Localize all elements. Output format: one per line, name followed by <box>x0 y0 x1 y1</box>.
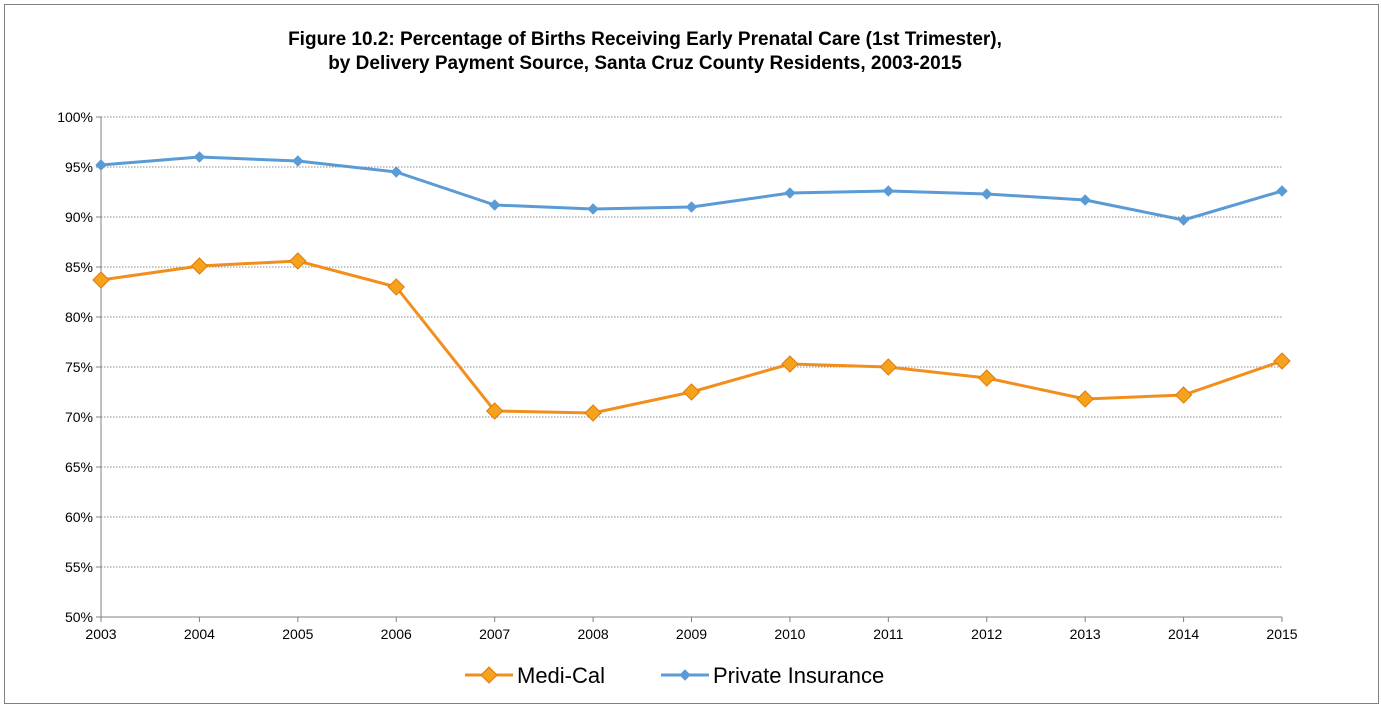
series-lines <box>92 151 1291 422</box>
axes: 50% 55% 60% 65% 70% 75% 80% 85% 90% 95% 100% 2003 20… <box>57 109 1298 642</box>
data-point-medi-cal <box>387 278 405 296</box>
data-point-medi-cal <box>92 271 110 289</box>
x-tick-label: 2004 <box>184 626 215 642</box>
data-point-private-insurance <box>882 185 895 197</box>
y-tick-label: 95% <box>65 159 93 175</box>
y-tick-label: 90% <box>65 209 93 225</box>
data-point-private-insurance <box>1079 194 1091 206</box>
y-tick-label: 60% <box>65 509 93 525</box>
x-tick-label: 2013 <box>1070 626 1101 642</box>
y-tick-label: 55% <box>65 559 93 575</box>
data-point-medi-cal <box>781 355 799 373</box>
legend-label-private-insurance: Private Insurance <box>713 663 884 688</box>
y-tick-label: 80% <box>65 309 93 325</box>
y-tick-label: 50% <box>65 609 93 625</box>
data-point-private-insurance <box>292 155 304 167</box>
x-tick-label: 2015 <box>1266 626 1297 642</box>
x-tick-label: 2010 <box>774 626 805 642</box>
x-tick-label: 2012 <box>971 626 1002 642</box>
x-tick-label: 2003 <box>85 626 116 642</box>
data-point-private-insurance <box>587 203 599 215</box>
data-point-medi-cal <box>584 404 602 422</box>
legend-marker-private-insurance <box>679 669 691 681</box>
data-point-medi-cal <box>485 402 504 420</box>
y-tick-label: 85% <box>65 259 93 275</box>
gridlines <box>101 116 1282 568</box>
data-point-medi-cal <box>289 252 307 270</box>
chart-frame: Figure 10.2: Percentage of Births Receiv… <box>4 4 1379 704</box>
data-point-medi-cal <box>1273 352 1291 370</box>
x-tick-label: 2006 <box>381 626 412 642</box>
x-tick-label: 2007 <box>479 626 510 642</box>
y-tick-label: 75% <box>65 359 93 375</box>
legend-marker-medi-cal <box>480 666 498 684</box>
x-tick-label: 2005 <box>282 626 313 642</box>
data-point-medi-cal <box>682 383 701 401</box>
data-point-private-insurance <box>390 166 402 178</box>
data-point-medi-cal <box>1076 390 1094 408</box>
data-point-private-insurance <box>981 188 993 200</box>
y-tick-label: 70% <box>65 409 93 425</box>
legend: Medi-Cal Private Insurance <box>465 663 884 688</box>
data-point-private-insurance <box>193 151 206 163</box>
data-point-private-insurance <box>685 201 698 213</box>
x-tick-label: 2014 <box>1168 626 1199 642</box>
data-point-private-insurance <box>1177 214 1190 226</box>
x-tick-label: 2011 <box>873 626 903 642</box>
data-point-private-insurance <box>1276 185 1288 197</box>
y-tick-label: 65% <box>65 459 93 475</box>
data-point-private-insurance <box>488 199 501 211</box>
data-point-private-insurance <box>784 187 796 199</box>
line-chart: Figure 10.2: Percentage of Births Receiv… <box>57 29 1298 688</box>
y-tick-label: 100% <box>57 109 93 125</box>
chart-subtitle: by Delivery Payment Source, Santa Cruz C… <box>328 53 962 74</box>
x-tick-label: 2009 <box>676 626 707 642</box>
chart-title: Figure 10.2: Percentage of Births Receiv… <box>288 29 1002 50</box>
legend-label-medi-cal: Medi-Cal <box>517 663 605 688</box>
data-point-medi-cal <box>190 257 209 275</box>
x-tick-label: 2008 <box>578 626 609 642</box>
data-point-medi-cal <box>879 358 898 376</box>
data-point-medi-cal <box>1174 386 1193 404</box>
data-point-medi-cal <box>978 369 996 387</box>
data-point-private-insurance <box>95 159 107 171</box>
